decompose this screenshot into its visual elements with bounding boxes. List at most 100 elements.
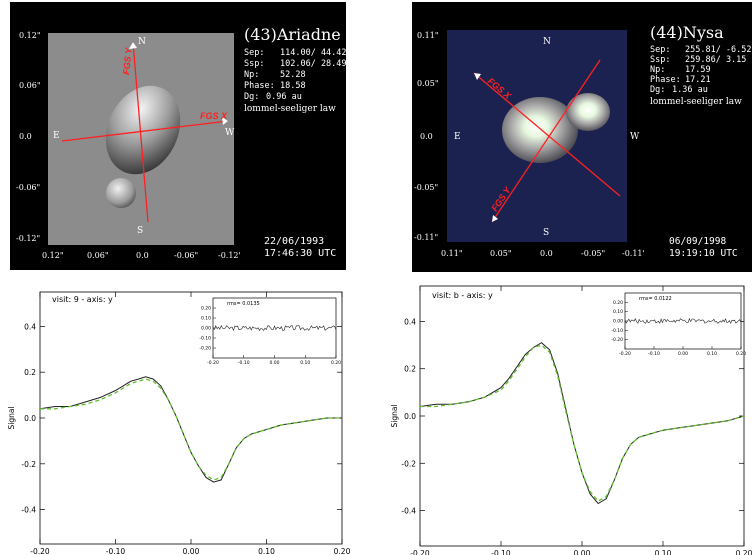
signal-chart-visit-b: -0.20 -0.10 0.00 0.10 0.20 -0.4 -0.2 0.0 0.2 0.4 v… (390, 285, 753, 555)
observation-date: 06/09/1998 (669, 236, 726, 247)
info-label: Sep: (244, 48, 264, 58)
inset-frame (212, 297, 337, 359)
compass-north: N (138, 37, 146, 47)
inset-frame (624, 292, 742, 350)
y-tick-label: 0.2 (404, 365, 416, 374)
x-tick-label: -0.10 (106, 547, 126, 555)
fgs-x-axis-line (473, 72, 621, 197)
info-label: Ssp: (650, 55, 670, 65)
x-tick-label: -0.12' (218, 251, 241, 260)
fgs-y-axis-line (132, 41, 149, 223)
info-label: Sep: (650, 45, 670, 55)
fgs-y-axis-line (491, 59, 601, 223)
x-tick-label: -0.20 (30, 547, 50, 555)
inset-x-tick-label: -0.10 (238, 360, 250, 366)
info-block: Sep: 114.00/ 44.42 Ssp: 102.06/ 28.49 Np… (244, 48, 347, 102)
fgs-y-arrow-icon (129, 42, 137, 49)
x-tick-label: -0.20 (410, 549, 430, 555)
y-tick-label: 0.2 (24, 368, 36, 377)
info-label: Phase: (244, 81, 275, 91)
info-value: 255.81/ -6.52 (685, 45, 752, 55)
x-tick-label: 0.0 (540, 249, 553, 258)
inset-x-tick-label: -0.10 (648, 351, 660, 357)
inset-x-tick-label: 0.10 (707, 351, 717, 357)
inset-y-tick-label: -0.20 (199, 346, 211, 352)
inset-x-tick-label: -0.20 (207, 360, 219, 366)
y-tick-label: -0.11" (414, 233, 438, 242)
x-tick-label: -0.11' (622, 249, 645, 258)
x-tick-label: 0.20 (736, 549, 753, 555)
info-label: Dg: (650, 85, 665, 95)
compass-south: S (543, 228, 549, 238)
fgs-x-axis-line (61, 120, 229, 142)
inset-x-tick-label: 0.20 (331, 360, 341, 366)
info-label: Ssp: (244, 59, 264, 69)
inset-y-tick-label: 0.20 (201, 306, 211, 312)
fgs-y-arrow-icon (492, 215, 498, 222)
model-fit-line (420, 344, 745, 502)
x-tick-label: 0.05" (490, 249, 512, 258)
info-label: Dg: (244, 92, 259, 102)
y-axis-label: Signal (390, 404, 399, 427)
x-tick-label: -0.06" (174, 251, 198, 260)
info-value: 52.28 (280, 70, 306, 80)
y-tick-label: 0.0 (404, 412, 416, 421)
y-axis-label: Signal (7, 406, 16, 429)
chart-title: visit: 9 - axis: y (52, 295, 113, 304)
secondary-lobe (106, 178, 136, 208)
compass-west: W (630, 132, 640, 142)
info-block: Sep: 255.81/ -6.52 Ssp: 259.86/ 3.15 Np:… (650, 45, 752, 95)
y-tick-label: 0.06" (19, 81, 41, 90)
y-tick-label: -0.05" (414, 183, 438, 192)
chart-title: visit: b - axis: y (432, 291, 493, 300)
inset-x-tick-label: -0.20 (619, 351, 631, 357)
scattering-law: lommel-seeliger law (650, 97, 742, 107)
asteroid-title: (44)Nysa (650, 23, 724, 42)
y-tick-label: 0.12" (19, 31, 41, 40)
y-tick-label: 0.0 (19, 132, 32, 141)
signal-chart-visit-9: -0.20 -0.10 0.00 0.10 0.20 -0.4 -0.2 0.0 0.2 0.4 v… (7, 291, 351, 555)
inset-y-tick-label: -0.10 (611, 328, 623, 334)
compass-east: E (53, 131, 60, 141)
model-fit-line (40, 378, 342, 481)
x-tick-label: 0.10 (258, 547, 275, 555)
y-tick-label: 0.0 (420, 132, 433, 141)
secondary-lobe (566, 93, 610, 131)
primary-lobe (502, 97, 578, 163)
compass-south: S (137, 226, 143, 236)
x-tick-label: 0.00 (574, 549, 591, 555)
y-tick-label: 0.4 (24, 322, 36, 331)
inset-y-tick-label: -0.20 (611, 337, 623, 343)
x-tick-label: 0.12" (42, 251, 64, 260)
y-tick-label: -0.2 (21, 460, 36, 469)
asteroid-title: (43)Ariadne (244, 25, 341, 44)
y-tick-label: 0.0 (24, 414, 36, 423)
x-tick-label: -0.10 (491, 549, 511, 555)
info-label: Np: (244, 70, 259, 80)
info-value: 259.86/ 3.15 (685, 55, 746, 65)
info-value: 1.36 au (672, 85, 708, 95)
fgs-x-arrow-icon (474, 73, 481, 80)
x-tick-label: 0.10 (655, 549, 672, 555)
info-label: Np: (650, 65, 665, 75)
y-tick-label: 0.11" (417, 31, 439, 40)
asteroid-panel-nysa: FGS X FGS Y N S E W 0.11" 0.05" 0.0 -0.0… (412, 2, 752, 272)
y-tick-label: -0.4 (401, 507, 416, 516)
inset-residual-line (212, 324, 337, 332)
x-tick-label: 0.11" (441, 249, 463, 258)
y-tick-label: 0.05" (417, 79, 439, 88)
inset-y-tick-label: 0.10 (613, 309, 623, 315)
info-value: 0.96 au (266, 92, 302, 102)
inset-y-tick-label: 0.00 (613, 319, 623, 325)
info-value: 18.58 (280, 81, 306, 91)
x-tick-label: 0.00 (183, 547, 200, 555)
x-tick-label: -0.05" (581, 249, 605, 258)
fgs-x-arrow-icon (222, 117, 228, 125)
inset-x-tick-label: 0.10 (300, 360, 310, 366)
info-value: 17.21 (685, 75, 711, 85)
x-tick-label: 0.06" (87, 251, 109, 260)
inset-residual-line (624, 317, 742, 324)
y-tick-label: -0.4 (21, 506, 36, 515)
y-tick-label: -0.06" (16, 183, 40, 192)
